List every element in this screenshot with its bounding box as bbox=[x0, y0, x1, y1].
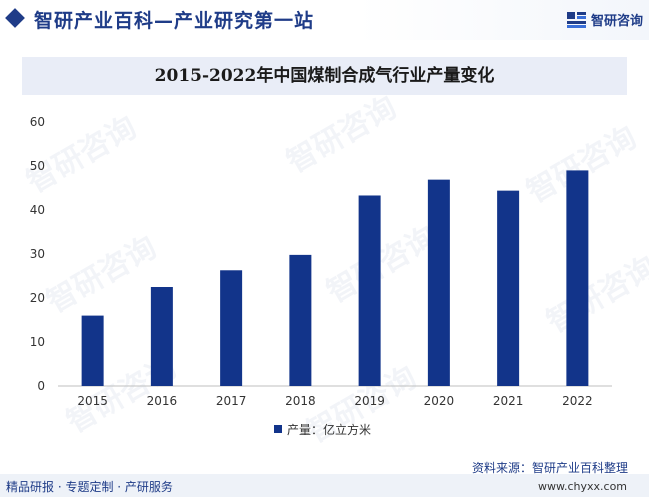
footer-url: www.chyxx.com bbox=[538, 480, 628, 493]
bar-chart: 0 10 20 30 40 50 60 2015 2016 2017 2018 2019 2020 202… bbox=[30, 115, 612, 408]
x-tick-label: 2015 bbox=[77, 394, 108, 408]
bar-2015 bbox=[81, 315, 104, 386]
bar-2017 bbox=[220, 270, 243, 386]
x-tick-label: 2017 bbox=[216, 394, 247, 408]
bar-2022 bbox=[566, 170, 589, 386]
legend-label: 产量：亿立方米 bbox=[287, 423, 372, 437]
bar-2019 bbox=[358, 195, 381, 386]
footer-bar: 精品研报 · 专题定制 · 产研服务 www.chyxx.com bbox=[0, 474, 649, 497]
y-tick-label: 40 bbox=[30, 203, 45, 217]
legend-swatch bbox=[274, 425, 282, 433]
bar-2020 bbox=[427, 179, 450, 386]
chart-title: 2015-2022年中国煤制合成气行业产量变化 bbox=[154, 66, 495, 86]
bar-2016 bbox=[150, 287, 173, 386]
zhiyan-logo-icon bbox=[567, 12, 586, 28]
bar-2021 bbox=[497, 190, 520, 386]
bar-2018 bbox=[289, 254, 312, 386]
y-tick-label: 10 bbox=[30, 335, 45, 349]
y-tick-label: 0 bbox=[37, 379, 45, 393]
x-tick-label: 2019 bbox=[354, 394, 385, 408]
chart-title-band: 2015-2022年中国煤制合成气行业产量变化 bbox=[22, 57, 627, 95]
x-tick-label: 2020 bbox=[424, 394, 455, 408]
y-tick-label: 50 bbox=[30, 159, 45, 173]
x-tick-label: 2021 bbox=[493, 394, 524, 408]
y-tick-label: 30 bbox=[30, 247, 45, 261]
x-tick-label: 2018 bbox=[285, 394, 316, 408]
footer-slogan: 精品研报 · 专题定制 · 产研服务 bbox=[6, 480, 173, 494]
header-bar: 智研产业百科—产业研究第一站 智研咨询 bbox=[0, 0, 649, 40]
legend: 产量：亿立方米 bbox=[274, 421, 371, 438]
y-tick-label: 60 bbox=[30, 115, 45, 129]
x-tick-label: 2022 bbox=[562, 394, 593, 408]
source-note: 资料来源：智研产业百科整理 bbox=[472, 461, 629, 475]
y-tick-label: 20 bbox=[30, 291, 45, 305]
brand-name: 智研咨询 bbox=[591, 14, 644, 29]
x-tick-label: 2016 bbox=[147, 394, 178, 408]
page-title: 智研产业百科—产业研究第一站 bbox=[34, 10, 315, 32]
